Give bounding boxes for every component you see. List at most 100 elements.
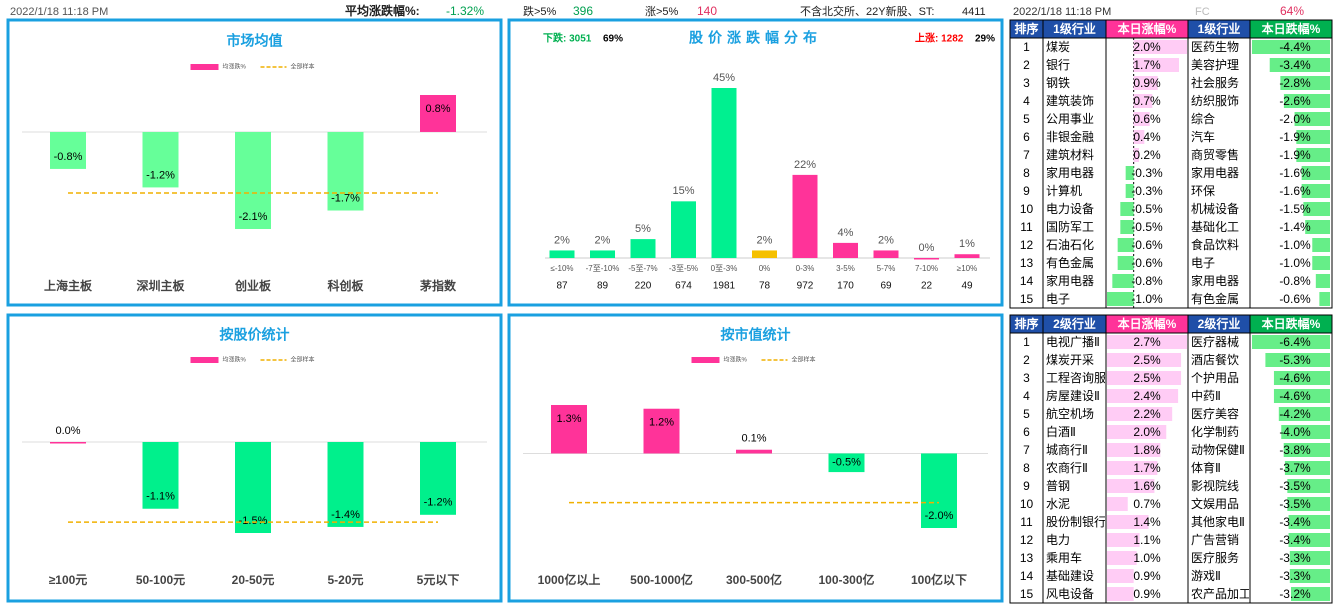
loss-bar <box>1252 40 1330 54</box>
x-tick-label: -5至-7% <box>628 264 657 273</box>
up5-label: 涨>5% <box>645 5 679 18</box>
loss-bar <box>1280 76 1330 90</box>
gain-value: 1.8% <box>1133 443 1161 457</box>
gain-value: 2.0% <box>1133 425 1161 439</box>
bar <box>873 250 899 258</box>
rank: 11 <box>1020 515 1033 529</box>
industry-name: 银行 <box>1046 58 1070 72</box>
rank: 10 <box>1020 202 1034 216</box>
bar <box>671 201 696 258</box>
gain-value: -0.8% <box>1131 274 1163 288</box>
bar <box>142 442 179 509</box>
gain-bar <box>1107 335 1187 349</box>
gain-value: 2.5% <box>1133 353 1161 367</box>
rank: 10 <box>1020 497 1034 511</box>
gain-bar <box>1133 112 1150 126</box>
header-label: 排序 <box>1014 21 1038 36</box>
bar <box>50 131 86 169</box>
bar <box>752 250 777 258</box>
industry-name: 游戏Ⅱ <box>1191 569 1221 583</box>
gain-value: 1.0% <box>1133 551 1161 565</box>
loss-bar <box>1294 112 1330 126</box>
count-label: 22 <box>921 281 933 292</box>
x-tick-label: -3至-5% <box>669 264 698 273</box>
industry-name: 食品饮料 <box>1191 237 1239 252</box>
industry-name: 建筑材料 <box>1046 147 1094 162</box>
bar <box>142 131 179 188</box>
loss-bar <box>1288 515 1330 529</box>
industry-name: 建筑装饰 <box>1046 93 1094 108</box>
data-label: 45% <box>713 72 735 84</box>
industry-name: 非银金融 <box>1046 129 1094 144</box>
header-label: 排序 <box>1014 316 1038 331</box>
loss-value: -3.4% <box>1279 533 1311 547</box>
down5-label: 跌>5% <box>523 4 557 18</box>
gain-bar <box>1120 220 1134 234</box>
header-label: 1级行业 <box>1053 21 1096 36</box>
gain-bar <box>1107 587 1134 601</box>
gain-value: -1.0% <box>1131 292 1163 306</box>
data-label: 1% <box>959 238 975 250</box>
gain-value: -0.3% <box>1131 184 1163 198</box>
count-label: 69 <box>880 281 892 292</box>
bar <box>792 174 818 258</box>
gain-bar <box>1107 497 1128 511</box>
down5-value: 396 <box>573 4 593 18</box>
loss-value: -4.0% <box>1279 425 1311 439</box>
loss-value: -0.6% <box>1279 292 1311 306</box>
data-label: 4% <box>838 227 854 239</box>
count-label: 49 <box>961 281 973 292</box>
x-tick-label: 创业板 <box>234 278 272 293</box>
rank: 14 <box>1020 569 1034 583</box>
count-label: 89 <box>597 281 609 292</box>
gain-bar <box>1133 130 1145 144</box>
rank: 6 <box>1023 130 1030 144</box>
industry-name: 中药Ⅱ <box>1191 388 1221 403</box>
gain-bar <box>1120 202 1134 216</box>
industry-name: 纺织服饰 <box>1191 94 1239 108</box>
bar <box>736 449 772 454</box>
panel <box>507 313 1004 603</box>
bar <box>50 442 86 444</box>
x-tick-label: 0至-3% <box>711 264 738 273</box>
gain-bar <box>1117 256 1134 270</box>
x-tick-label: 300-500亿 <box>726 572 782 587</box>
industry-name: 农产品加工 <box>1191 587 1251 601</box>
up5-value: 140 <box>697 4 717 18</box>
gain-bar <box>1133 148 1139 162</box>
loss-value: -1.5% <box>1279 202 1311 216</box>
rank: 4 <box>1023 389 1030 403</box>
industry-name: 商贸零售 <box>1191 147 1239 162</box>
gain-value: 0.2% <box>1133 148 1161 162</box>
industry-name: 家用电器 <box>1191 273 1239 288</box>
gain-value: 1.1% <box>1133 533 1161 547</box>
bar <box>643 408 680 454</box>
loss-bar <box>1265 353 1330 367</box>
header-label: 本日涨幅% <box>1118 316 1177 331</box>
data-label: -0.8% <box>54 151 83 163</box>
bar <box>420 95 456 132</box>
x-tick-label: ≤-10% <box>550 264 573 273</box>
industry-name: 普钢 <box>1046 479 1070 493</box>
gain-bar <box>1107 443 1161 457</box>
rank: 1 <box>1023 40 1030 54</box>
loss-bar <box>1315 274 1330 288</box>
industry-name: 公用事业 <box>1046 112 1094 126</box>
industry-name: 医疗器械 <box>1191 334 1239 349</box>
loss-bar <box>1252 335 1330 349</box>
rank: 9 <box>1023 479 1030 493</box>
loss-bar <box>1283 443 1330 457</box>
gain-bar <box>1107 515 1149 529</box>
industry-name: 电子 <box>1191 256 1215 270</box>
gain-value: 2.5% <box>1133 371 1161 385</box>
rank: 5 <box>1023 407 1030 421</box>
annotation: 29% <box>975 34 995 45</box>
bar <box>711 88 737 258</box>
industry-name: 有色金属 <box>1191 291 1239 306</box>
industry-name: 体育Ⅱ <box>1191 460 1221 475</box>
rank: 11 <box>1020 220 1033 234</box>
loss-bar <box>1269 58 1330 72</box>
loss-bar <box>1281 425 1330 439</box>
bar <box>549 250 575 258</box>
gain-value: 1.7% <box>1133 461 1161 475</box>
